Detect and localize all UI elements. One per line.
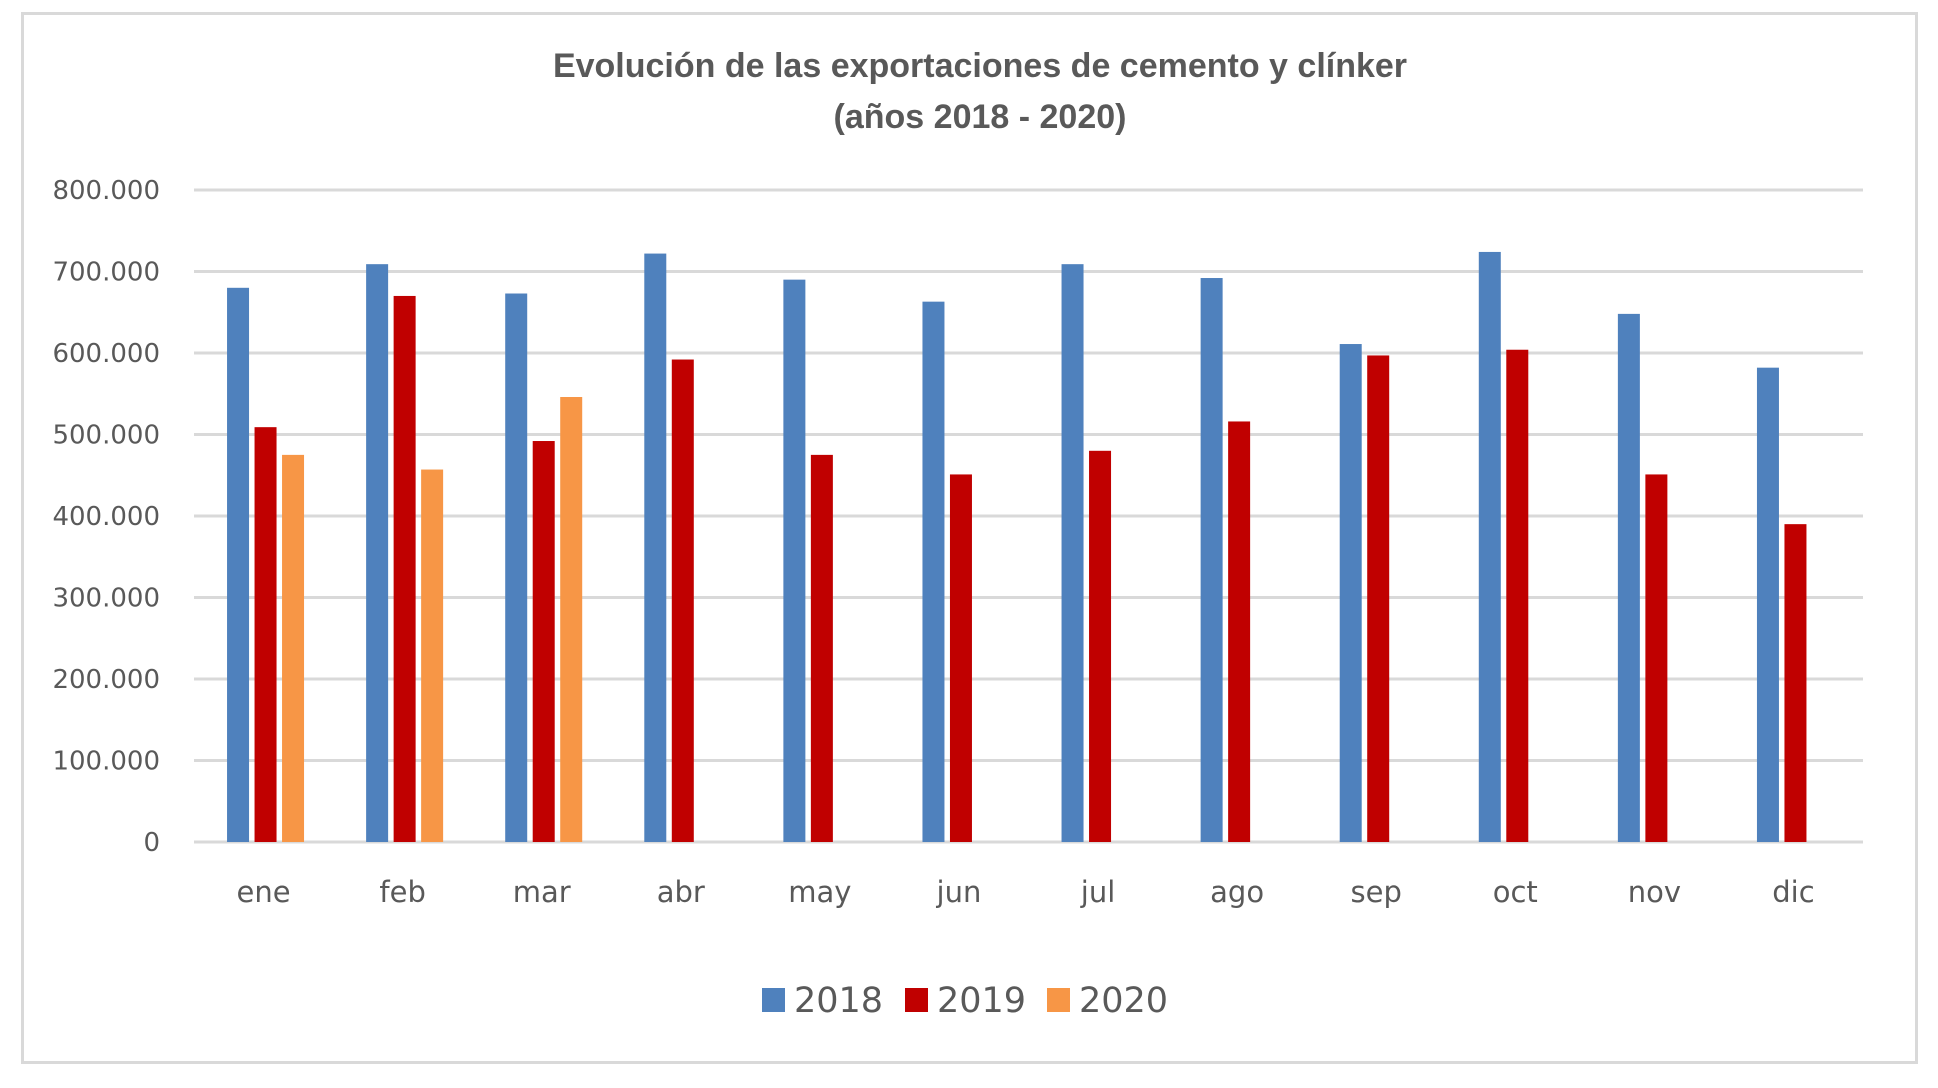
x-tick-label: ago bbox=[1210, 875, 1264, 909]
bar-2019-ago bbox=[1228, 421, 1251, 842]
y-axis-ticks: 0 100.000 200.000 300.000 400.000 500.000 600.… bbox=[52, 176, 160, 858]
legend-swatch-2020 bbox=[1047, 988, 1070, 1012]
legend-swatch-2019 bbox=[905, 988, 928, 1012]
bar-2019-dic bbox=[1784, 524, 1807, 842]
y-tick-label: 100.000 bbox=[52, 747, 160, 777]
chart-subtitle: (años 2018 - 2020) bbox=[834, 98, 1127, 136]
bar-2018-nov bbox=[1617, 313, 1640, 842]
bar-2018-dic bbox=[1756, 367, 1779, 842]
bar-2019-abr bbox=[671, 359, 694, 842]
bar-2019-ene bbox=[254, 427, 277, 842]
chart-title: Evolución de las exportaciones de cement… bbox=[553, 47, 1407, 85]
y-tick-label: 600.000 bbox=[52, 339, 160, 369]
legend-swatch-2018 bbox=[762, 988, 785, 1012]
x-tick-label: jul bbox=[1080, 875, 1116, 909]
y-tick-label: 0 bbox=[143, 828, 160, 858]
x-tick-label: nov bbox=[1628, 875, 1681, 909]
x-tick-label: feb bbox=[379, 875, 425, 909]
x-tick-label: oct bbox=[1493, 875, 1538, 909]
bar-2020-ene bbox=[282, 454, 305, 842]
y-tick-label: 700.000 bbox=[52, 258, 160, 288]
x-tick-label: jun bbox=[936, 875, 982, 909]
bar-2018-oct bbox=[1478, 251, 1501, 842]
bar-2019-nov bbox=[1645, 474, 1668, 842]
x-tick-label: sep bbox=[1351, 875, 1402, 909]
bar-2018-feb bbox=[366, 264, 389, 842]
bar-2019-may bbox=[810, 454, 833, 842]
bar-2018-abr bbox=[644, 253, 667, 842]
bar-2018-jul bbox=[1061, 264, 1084, 842]
legend-label-2018: 2018 bbox=[794, 981, 883, 1021]
x-tick-label: abr bbox=[657, 875, 705, 909]
legend-label-2019: 2019 bbox=[937, 981, 1026, 1021]
y-tick-label: 400.000 bbox=[52, 502, 160, 532]
x-axis-ticks: ene feb mar abr may jun jul ago sep oct nov dic bbox=[237, 875, 1815, 909]
bars bbox=[227, 251, 1807, 842]
y-tick-label: 500.000 bbox=[52, 421, 160, 451]
bar-2018-jun bbox=[922, 301, 945, 842]
x-tick-label: ene bbox=[237, 875, 291, 909]
bar-2018-ago bbox=[1200, 278, 1223, 842]
bar-2020-mar bbox=[560, 397, 583, 842]
x-tick-label: mar bbox=[513, 875, 571, 909]
legend: 2018 2019 2020 bbox=[762, 981, 1168, 1021]
bar-2018-sep bbox=[1339, 344, 1362, 842]
legend-label-2020: 2020 bbox=[1079, 981, 1168, 1021]
bar-2018-mar bbox=[505, 293, 528, 842]
bar-2020-feb bbox=[421, 469, 444, 842]
bar-2019-mar bbox=[532, 441, 555, 842]
bar-2019-feb bbox=[393, 295, 416, 842]
y-tick-label: 800.000 bbox=[52, 176, 160, 206]
x-tick-label: may bbox=[788, 875, 851, 909]
bar-2019-sep bbox=[1367, 355, 1390, 842]
bar-2019-jul bbox=[1089, 450, 1112, 842]
bar-2018-may bbox=[783, 279, 806, 842]
y-tick-label: 300.000 bbox=[52, 584, 160, 614]
gridlines bbox=[194, 188, 1863, 844]
y-tick-label: 200.000 bbox=[52, 665, 160, 695]
bar-2019-jun bbox=[949, 474, 972, 842]
bar-2019-oct bbox=[1506, 349, 1529, 842]
bar-2018-ene bbox=[227, 287, 250, 842]
x-tick-label: dic bbox=[1772, 875, 1814, 909]
